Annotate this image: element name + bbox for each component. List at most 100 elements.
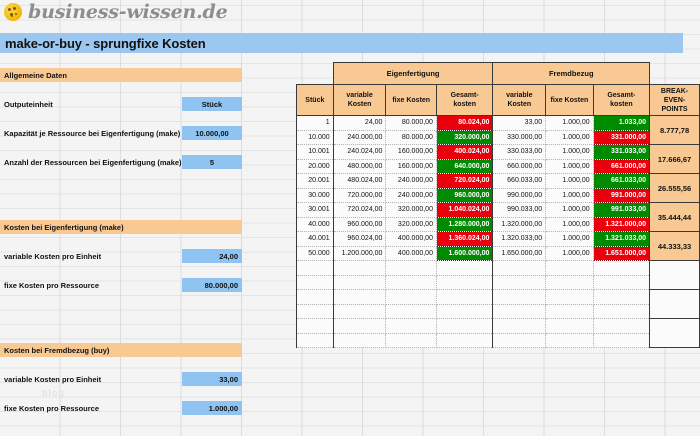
cell-make-gesamtkosten: 80.024,00: [435, 115, 494, 131]
table-row: 10.000 240.000,00 80.000,00 320.000,00 330.0…: [296, 129, 700, 145]
group-header-fremdbezug: Fremdbezug: [492, 62, 651, 85]
cell-buy-variable-kosten: 660.000,00: [492, 158, 547, 174]
parameter-value-input[interactable]: 24,00: [182, 249, 242, 263]
cell-make-fixe-kosten: 320.000,00: [385, 202, 437, 218]
cell-make-gesamtkosten: 400.024,00: [435, 144, 494, 160]
parameter-row: variable Kosten pro Einheit 33,00: [0, 372, 242, 386]
col-header-make-variable-kosten: variable Kosten: [332, 84, 387, 116]
cell-break-even-point: 44.333,33: [649, 231, 700, 261]
cell-stueck: 20.000: [296, 158, 334, 174]
cell-buy-fixe-kosten: 1.000,00: [545, 115, 594, 131]
col-header-make-fixe-kosten: fixe Kosten: [385, 84, 437, 116]
cell-buy-fixe-kosten: 1.000,00: [545, 216, 594, 232]
cell-make-variable-kosten: 240.024,00: [332, 144, 387, 160]
cell-make-variable-kosten: 240.000,00: [332, 129, 387, 145]
cell-make-fixe-kosten: 240.000,00: [385, 173, 437, 189]
table-row: 1 24,00 80.000,00 80.024,00 33,00 1.000,00 1.0…: [296, 115, 700, 145]
parameter-row: Outputeinheit Stück: [0, 97, 242, 111]
table-row: 50.000 1.200.000,00 400.000,00 1.600.000,00…: [296, 245, 700, 261]
cell-break-even-point: 17.666,67: [649, 144, 700, 174]
brand-logo: business-wissen.de: [4, 2, 228, 22]
empty-cell: [385, 260, 437, 276]
parameter-value-input[interactable]: 33,00: [182, 372, 242, 386]
cell-make-fixe-kosten: 240.000,00: [385, 187, 437, 203]
cookie-dot-logo-icon: [4, 3, 22, 21]
table-row: 20.000 480.000,00 160.000,00 640.000,00 660.…: [296, 158, 700, 174]
cell-buy-variable-kosten: 990.033,00: [492, 202, 547, 218]
section-kosten-fremdbezug: Kosten bei Fremdbezug (buy): [0, 343, 242, 357]
cell-make-variable-kosten: 960.024,00: [332, 231, 387, 247]
empty-cell: [385, 289, 437, 305]
section-kosten-eigenfertigung: Kosten bei Eigenfertigung (make): [0, 220, 242, 234]
empty-cell: [332, 274, 387, 290]
cell-buy-gesamtkosten: 331.000,00: [592, 129, 651, 145]
table-empty-row: [296, 332, 700, 348]
cell-make-gesamtkosten: 1.600.000,00: [435, 245, 494, 261]
col-header-buy-fixe-kosten: fixe Kosten: [545, 84, 594, 116]
cell-make-variable-kosten: 24,00: [332, 115, 387, 131]
empty-break-even-cell: [649, 260, 700, 290]
cell-stueck: 30.000: [296, 187, 334, 203]
section-kosten-fremdbezug-label: Kosten bei Fremdbezug (buy): [4, 345, 110, 355]
cell-make-fixe-kosten: 400.000,00: [385, 245, 437, 261]
parameter-label: Outputeinheit: [4, 99, 53, 109]
cell-make-variable-kosten: 480.000,00: [332, 158, 387, 174]
empty-cell: [435, 318, 494, 334]
parameter-row: Kapazität je Ressource bei Eigenfertigun…: [0, 126, 242, 140]
empty-cell: [296, 303, 334, 319]
parameter-value-input[interactable]: 80.000,00: [182, 278, 242, 292]
cell-stueck: 30.001: [296, 202, 334, 218]
parameter-value-input[interactable]: 1.000,00: [182, 401, 242, 415]
cell-buy-fixe-kosten: 1.000,00: [545, 129, 594, 145]
cell-buy-variable-kosten: 1.320.033,00: [492, 231, 547, 247]
cell-make-variable-kosten: 720.024,00: [332, 202, 387, 218]
empty-cell: [492, 274, 547, 290]
cell-buy-variable-kosten: 990.000,00: [492, 187, 547, 203]
empty-cell: [545, 318, 594, 334]
empty-cell: [435, 274, 494, 290]
cell-buy-fixe-kosten: 1.000,00: [545, 173, 594, 189]
empty-cell: [592, 260, 651, 276]
parameter-label: variable Kosten pro Einheit: [4, 374, 102, 384]
cell-buy-gesamtkosten: 991.000,00: [592, 187, 651, 203]
parameter-row: variable Kosten pro Einheit 24,00: [0, 249, 242, 263]
cell-make-variable-kosten: 720.000,00: [332, 187, 387, 203]
parameter-label: fixe Kosten pro Ressource: [4, 403, 100, 413]
empty-cell: [385, 318, 437, 334]
cell-buy-variable-kosten: 660.033,00: [492, 173, 547, 189]
col-header-buy-gesamtkosten: Gesamt-kosten: [592, 84, 651, 116]
cell-make-fixe-kosten: 160.000,00: [385, 158, 437, 174]
table-empty-row: [296, 289, 700, 319]
empty-cell: [435, 332, 494, 348]
cell-make-gesamtkosten: 320.000,00: [435, 129, 494, 145]
cell-stueck: 50.000: [296, 245, 334, 261]
col-header-buy-variable-kosten: variable Kosten: [492, 84, 547, 116]
table-group-header-row: Eigenfertigung Fremdbezug: [297, 62, 700, 85]
cell-buy-gesamtkosten: 1.651.000,00: [592, 245, 651, 261]
cell-buy-variable-kosten: 330.033,00: [492, 144, 547, 160]
cell-stueck: 10.001: [296, 144, 334, 160]
empty-cell: [492, 318, 547, 334]
table-row: 30.001 720.024,00 320.000,00 1.040.024,00 99…: [296, 202, 700, 232]
col-header-stueck: Stück: [296, 84, 334, 116]
parameter-value-input[interactable]: 5: [182, 155, 242, 169]
cell-buy-gesamtkosten: 1.033,00: [592, 115, 651, 131]
spacer-cell: [650, 63, 700, 85]
parameter-label: Anzahl der Ressourcen bei Eigenfertigung…: [4, 157, 182, 167]
empty-cell: [545, 332, 594, 348]
empty-cell: [492, 260, 547, 276]
empty-cell: [435, 303, 494, 319]
parameter-value-input[interactable]: 10.000,00: [182, 126, 242, 140]
cell-stueck: 10.000: [296, 129, 334, 145]
cell-stueck: 40.000: [296, 216, 334, 232]
table-row: 30.000 720.000,00 240.000,00 960.000,00 990.…: [296, 187, 700, 203]
parameter-value-input[interactable]: Stück: [182, 97, 242, 111]
empty-cell: [296, 274, 334, 290]
cell-buy-gesamtkosten: 661.000,00: [592, 158, 651, 174]
empty-cell: [492, 303, 547, 319]
empty-cell: [332, 318, 387, 334]
cell-make-variable-kosten: 1.200.000,00: [332, 245, 387, 261]
empty-cell: [296, 318, 334, 334]
table-column-header-row: Stück variable Kosten fixe Kosten Gesamt-kos…: [296, 84, 700, 116]
empty-cell: [385, 303, 437, 319]
